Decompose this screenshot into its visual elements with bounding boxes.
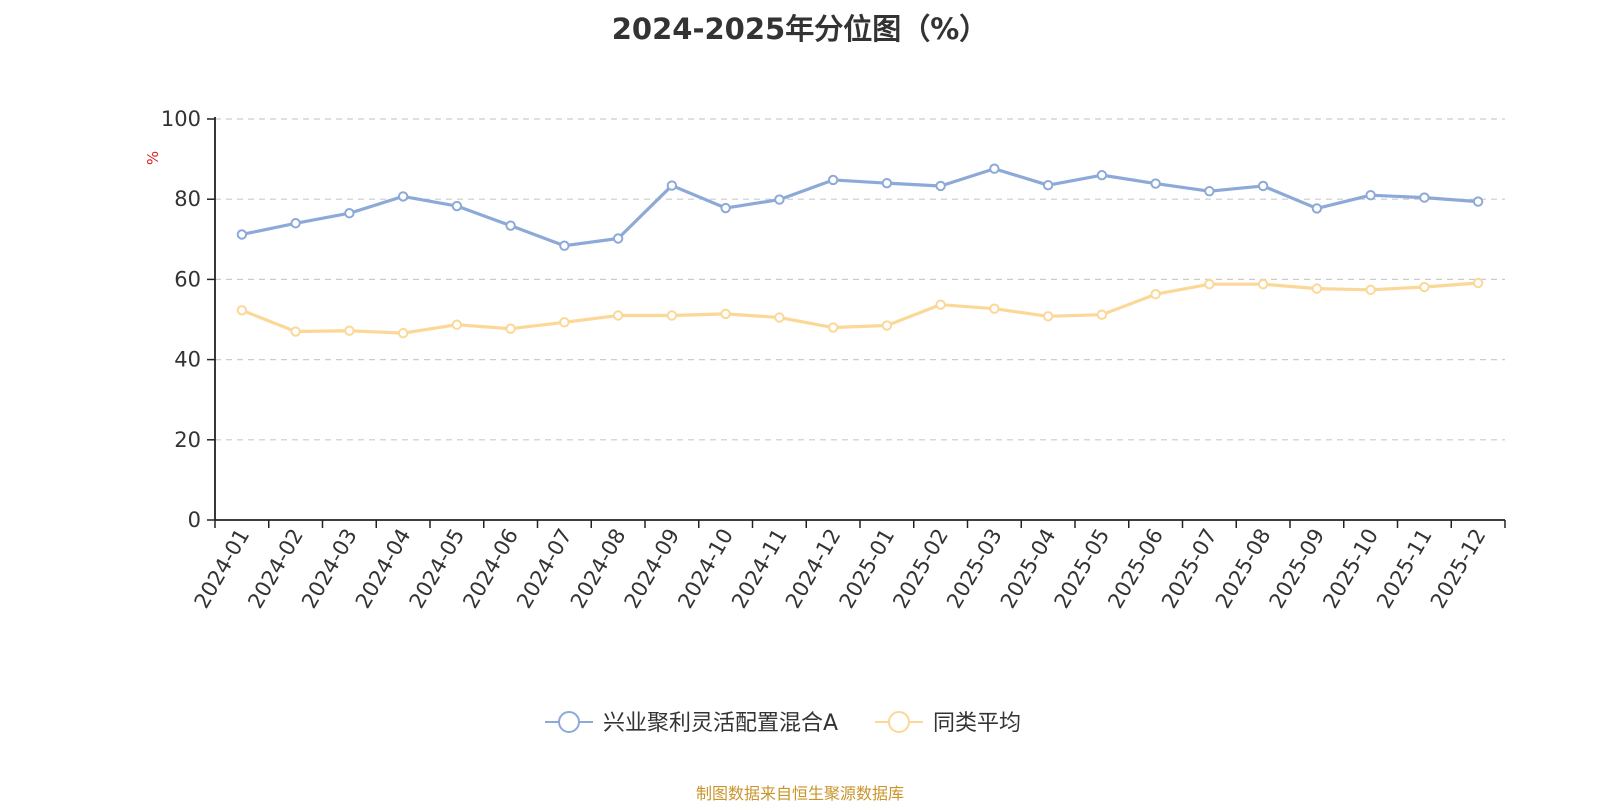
data-point bbox=[505, 220, 516, 231]
data-point bbox=[559, 240, 570, 251]
data-point bbox=[989, 303, 1000, 314]
data-point bbox=[1150, 178, 1161, 189]
y-axis-unit: % bbox=[144, 151, 162, 165]
data-point bbox=[935, 180, 946, 192]
data-point bbox=[236, 305, 248, 316]
data-point bbox=[344, 208, 355, 219]
data-point bbox=[1365, 189, 1376, 201]
legend-label: 同类平均 bbox=[933, 711, 1021, 736]
data-point bbox=[1257, 279, 1269, 290]
data-point bbox=[1096, 309, 1108, 320]
legend: 兴业聚利灵活配置混合A 同类平均 bbox=[545, 711, 1021, 736]
data-point bbox=[827, 322, 839, 333]
data-point bbox=[720, 202, 731, 214]
data-point bbox=[612, 233, 624, 244]
data-point bbox=[397, 191, 409, 202]
data-point bbox=[1257, 180, 1269, 192]
data-point bbox=[236, 229, 248, 240]
data-point bbox=[1311, 203, 1323, 214]
legend-swatch-marker bbox=[558, 711, 580, 733]
data-point bbox=[612, 310, 624, 321]
data-point bbox=[881, 320, 893, 331]
data-point bbox=[1419, 192, 1430, 203]
data-point bbox=[505, 323, 516, 334]
series-layer bbox=[236, 163, 1484, 339]
data-point bbox=[397, 327, 409, 339]
data-point bbox=[989, 163, 1000, 174]
data-point bbox=[1096, 169, 1108, 181]
legend-swatch-marker bbox=[888, 711, 910, 733]
source-note: 制图数据来自恒生聚源数据库 bbox=[695, 784, 904, 803]
series-line bbox=[241, 281, 1479, 335]
data-point bbox=[774, 194, 785, 205]
y-tick-label: 20 bbox=[174, 428, 201, 452]
data-point bbox=[1042, 179, 1054, 191]
data-point bbox=[1472, 196, 1484, 207]
data-point bbox=[1419, 281, 1430, 293]
chart-title: 2024-2025年分位图（%） bbox=[611, 12, 989, 46]
data-point bbox=[290, 326, 301, 337]
data-point bbox=[1472, 277, 1484, 289]
data-point bbox=[1204, 279, 1215, 290]
data-point bbox=[881, 177, 893, 189]
data-point bbox=[290, 218, 301, 229]
legend-label: 兴业聚利灵活配置混合A bbox=[603, 711, 838, 736]
grid-lines bbox=[215, 118, 1505, 441]
data-point bbox=[1150, 289, 1161, 300]
data-point bbox=[1365, 284, 1376, 296]
data-point bbox=[559, 317, 570, 328]
data-point bbox=[666, 180, 678, 191]
data-point bbox=[1204, 185, 1215, 197]
y-tick-label: 40 bbox=[174, 348, 201, 372]
data-point bbox=[666, 310, 678, 321]
y-tick-label: 0 bbox=[188, 508, 201, 532]
data-point bbox=[774, 312, 785, 323]
y-tick-label: 100 bbox=[161, 107, 201, 131]
data-point bbox=[1042, 311, 1054, 322]
data-point bbox=[935, 299, 946, 310]
data-point bbox=[1311, 283, 1323, 294]
y-tick-label: 60 bbox=[174, 267, 201, 291]
data-point bbox=[344, 325, 355, 336]
data-point bbox=[720, 308, 731, 320]
data-point bbox=[827, 174, 839, 186]
data-point bbox=[451, 200, 463, 212]
data-point bbox=[451, 319, 463, 330]
series-line bbox=[241, 167, 1479, 248]
y-tick-label: 80 bbox=[174, 187, 201, 211]
